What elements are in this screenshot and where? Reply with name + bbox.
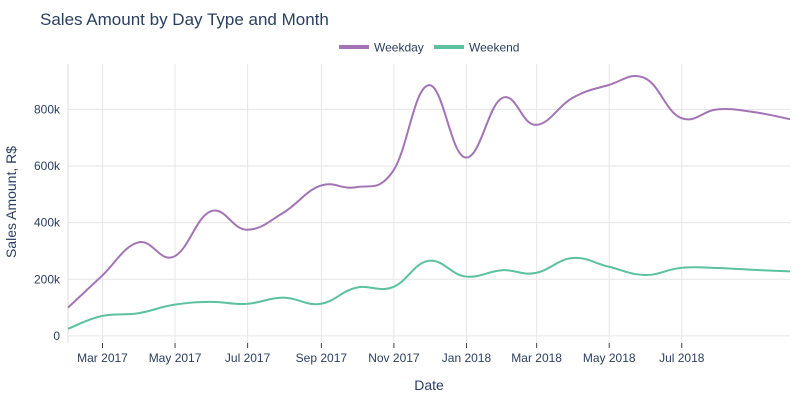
legend-label: Weekend bbox=[469, 41, 519, 55]
x-tick-label: Jan 2018 bbox=[442, 351, 492, 365]
chart-title: Sales Amount by Day Type and Month bbox=[40, 10, 329, 29]
y-tick-label: 400k bbox=[34, 216, 61, 230]
legend[interactable]: Weekday Weekend bbox=[339, 41, 519, 55]
x-axis-title: Date bbox=[414, 377, 444, 393]
y-tick-label: 800k bbox=[34, 102, 61, 116]
x-tick-label: Mar 2017 bbox=[77, 351, 128, 365]
y-axis-title: Sales Amount, R$ bbox=[3, 146, 19, 258]
legend-item-weekday[interactable]: Weekday bbox=[339, 41, 424, 55]
x-tick-label: May 2017 bbox=[149, 351, 202, 365]
series-lines bbox=[67, 74, 791, 330]
y-tick-label: 200k bbox=[34, 272, 61, 286]
y-tick-label: 0 bbox=[53, 329, 60, 343]
legend-item-weekend[interactable]: Weekend bbox=[434, 41, 519, 55]
series-line-weekday[interactable] bbox=[67, 74, 791, 309]
legend-label: Weekday bbox=[374, 41, 424, 55]
series-line-weekend[interactable] bbox=[67, 256, 791, 330]
axes: 0 200k 400k 600k 800k Mar 2017 May 2017 Jul 201… bbox=[34, 102, 705, 365]
x-tick-label: Nov 2017 bbox=[368, 351, 420, 365]
x-tick-label: May 2018 bbox=[583, 351, 636, 365]
x-tick-label: Mar 2018 bbox=[511, 351, 562, 365]
x-tick-label: Jul 2017 bbox=[225, 351, 271, 365]
y-tick-label: 600k bbox=[34, 159, 61, 173]
x-tick-label: Jul 2018 bbox=[659, 351, 705, 365]
x-tick-label: Sep 2017 bbox=[296, 351, 348, 365]
grid bbox=[67, 64, 790, 343]
